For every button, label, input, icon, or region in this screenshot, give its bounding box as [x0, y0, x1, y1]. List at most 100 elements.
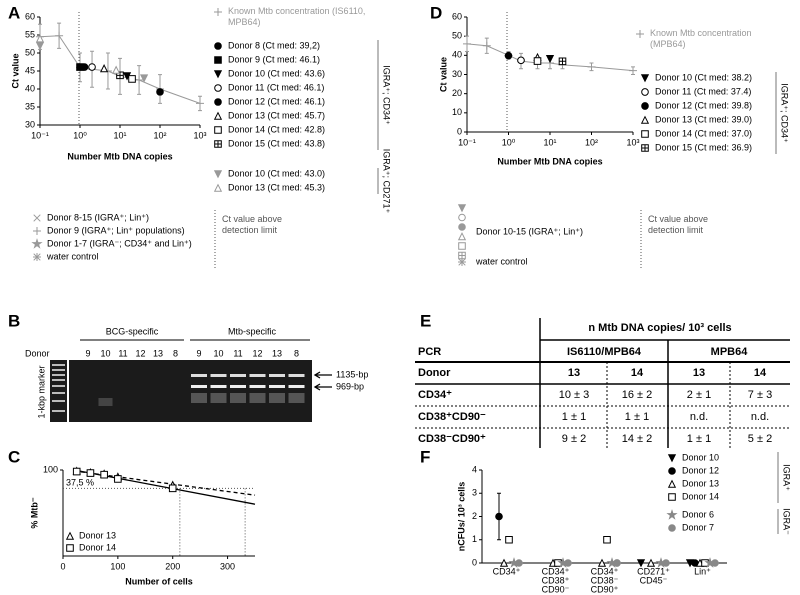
- data-point: [629, 66, 637, 75]
- x-tick-label: 10⁰: [73, 130, 87, 140]
- x-tick-label: CD271⁺: [637, 566, 670, 576]
- y-tick-label: 40: [452, 50, 462, 60]
- legend-label: Donor 10 (Ct med: 43.0): [228, 168, 325, 178]
- gel-band: [230, 374, 246, 377]
- band-arrow: [313, 383, 332, 391]
- x-tick-label: 10⁰: [502, 137, 516, 147]
- gel-band: [210, 385, 227, 388]
- legend-label: Donor 11 (Ct med: 37.4): [655, 86, 751, 96]
- gel-band: [288, 385, 305, 388]
- data-point: [88, 63, 96, 71]
- legend-group-label: IGRA⁺; CD34⁺: [780, 83, 790, 143]
- table-cell: 2 ± 1: [687, 389, 711, 401]
- data-point: [636, 559, 646, 568]
- x-tick-label: CD34⁺: [591, 566, 619, 576]
- data-point: [495, 512, 503, 521]
- legend-marker: [33, 227, 41, 235]
- data-point: [55, 31, 64, 40]
- data-point: [499, 558, 509, 567]
- legend-marker: [640, 115, 650, 124]
- lane-label: 10: [100, 348, 110, 358]
- legend-marker: [668, 467, 676, 475]
- table-cell: 10 ± 3: [559, 389, 590, 401]
- data-point: [504, 51, 513, 60]
- gel-smear: [269, 393, 285, 403]
- legend-marker: [641, 88, 649, 96]
- y-tick-label: 60: [25, 11, 35, 21]
- panel-label: C: [8, 447, 20, 466]
- gel-smear: [98, 398, 113, 406]
- legend-marker: [214, 8, 222, 16]
- y-tick-label: 4: [472, 464, 477, 474]
- gel-smear: [210, 393, 227, 403]
- legend-group-label: IGRA⁺; CD271⁺: [382, 149, 392, 214]
- gel-smear: [288, 393, 305, 403]
- lane-label: 8: [294, 348, 299, 358]
- table-header: MPB64: [711, 346, 749, 358]
- legend-marker: [33, 253, 41, 261]
- legend-label: Donor 10 (Ct med: 38.2): [655, 72, 752, 82]
- data-point: [558, 57, 567, 66]
- legend-marker: [213, 170, 223, 179]
- legend-label: Donor 8-15 (IGRA⁺; Lin⁺): [47, 212, 149, 222]
- ladder-band: [52, 410, 65, 412]
- lane-label: 12: [252, 348, 262, 358]
- legend-marker: [65, 531, 75, 540]
- legend-label: Donor 9 (Ct med: 46.1): [228, 54, 320, 64]
- legend-marker: [214, 126, 222, 134]
- x-tick-label: 100: [110, 561, 125, 571]
- legend-label: Donor 14 (Ct med: 37.0): [655, 128, 752, 138]
- legend-label: Donor 6: [682, 509, 714, 519]
- data-point: [86, 469, 95, 477]
- table-header: PCR: [418, 346, 441, 358]
- reference-label: 37,5 %: [66, 478, 94, 488]
- data-point: [196, 99, 204, 108]
- table-cell: 16 ± 2: [622, 389, 653, 401]
- gel-smear: [191, 393, 207, 403]
- legend-marker: [458, 213, 466, 222]
- gel-band: [249, 374, 266, 377]
- legend-marker: [214, 84, 222, 92]
- legend-marker: [458, 223, 466, 231]
- x-axis-title: Number Mtb DNA copies: [67, 151, 172, 161]
- table-row-label: CD38⁺CD90⁻: [418, 411, 486, 423]
- data-point: [711, 559, 719, 567]
- legend-label: water control: [475, 256, 528, 266]
- data-point: [463, 39, 471, 48]
- gel-smear: [249, 393, 266, 403]
- table-cell: 1 ± 1: [625, 411, 649, 423]
- data-point: [662, 559, 670, 567]
- x-tick-label: CD45⁻: [640, 575, 668, 585]
- legend-marker: [33, 214, 41, 222]
- data-point: [533, 57, 542, 65]
- legend-marker: [214, 56, 222, 64]
- data-point: [603, 535, 611, 544]
- x-tick-label: 10⁻¹: [458, 137, 476, 147]
- data-point: [545, 54, 555, 64]
- x-tick-label: CD38⁺: [542, 575, 570, 585]
- ladder-band: [52, 385, 65, 387]
- data-point: [156, 88, 164, 96]
- x-tick-label: 10³: [626, 137, 639, 147]
- legend-label: Donor 8 (Ct med: 39,2): [228, 40, 320, 50]
- data-point: [99, 64, 109, 73]
- legend-marker: [667, 479, 677, 488]
- legend-marker: [458, 242, 466, 250]
- y-tick-label: 100: [43, 464, 58, 474]
- legend-marker: [213, 111, 223, 120]
- table-subheader: 13: [693, 367, 705, 379]
- legend-marker: [457, 232, 467, 241]
- legend-group-label: IGRA⁻: [782, 508, 792, 535]
- y-axis-title: Ct value: [438, 57, 448, 92]
- legend-label-box: Known Mtb concentration (MPB64): [650, 28, 752, 49]
- legend-marker: [214, 140, 222, 148]
- y-tick-label: 55: [25, 29, 35, 39]
- x-tick-label: 0: [60, 561, 65, 571]
- legend-marker: [641, 102, 649, 110]
- lane-label: 11: [233, 348, 242, 358]
- table-row-label: CD38⁻CD90⁺: [418, 433, 486, 445]
- legend-label: Donor 7: [682, 522, 714, 532]
- y-tick-label: 30: [452, 69, 462, 79]
